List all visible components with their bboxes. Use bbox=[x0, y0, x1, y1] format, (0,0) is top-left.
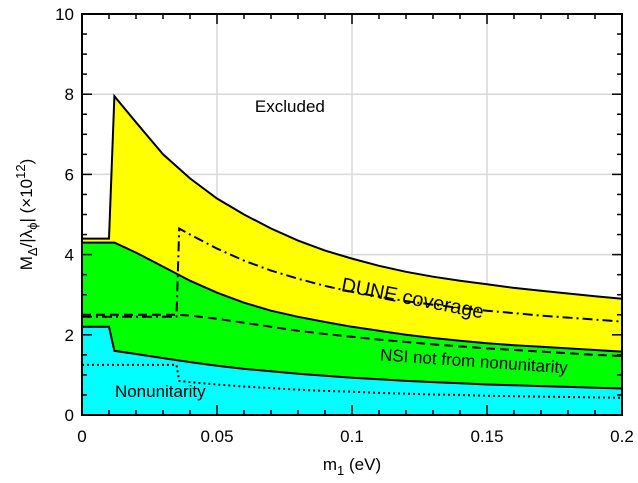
dashed-line bbox=[82, 313, 622, 358]
nonunitarity-region bbox=[82, 326, 622, 415]
x-tick-label: 0 bbox=[77, 427, 86, 446]
y-tick-label: 0 bbox=[65, 406, 74, 425]
y-tick-label: 2 bbox=[65, 326, 74, 345]
x-tick-label: 0.15 bbox=[470, 427, 503, 446]
y-tick-label: 4 bbox=[65, 246, 74, 265]
x-tick-label: 0.05 bbox=[200, 427, 233, 446]
nsi-region bbox=[82, 242, 622, 389]
tick-labels: 0 0.05 0.1 0.15 0.2 0 2 4 6 8 10 bbox=[55, 5, 634, 446]
dotted-line bbox=[82, 363, 622, 399]
y-tick-label: 6 bbox=[65, 165, 74, 184]
x-axis-label: m1 (eV) bbox=[323, 455, 381, 478]
x-tick-label: 0.2 bbox=[610, 427, 634, 446]
nsi-lower-line bbox=[82, 325, 622, 390]
dune-lower-line bbox=[82, 241, 622, 353]
y-tick-label: 8 bbox=[65, 85, 74, 104]
annotation-nonunitarity: Nonunitarity bbox=[115, 382, 206, 401]
curves bbox=[82, 93, 622, 399]
x-tick-label: 0.1 bbox=[340, 427, 364, 446]
annotation-excluded: Excluded bbox=[255, 97, 325, 116]
dashdot-line bbox=[82, 226, 622, 323]
y-axis-label: MΔ/|λϕ| (×1012) bbox=[13, 159, 40, 271]
dune-coverage-region bbox=[82, 96, 622, 352]
regions bbox=[82, 96, 622, 415]
upper-bound-line bbox=[82, 93, 622, 300]
ticks bbox=[81, 13, 623, 416]
y-tick-label: 10 bbox=[55, 5, 74, 24]
